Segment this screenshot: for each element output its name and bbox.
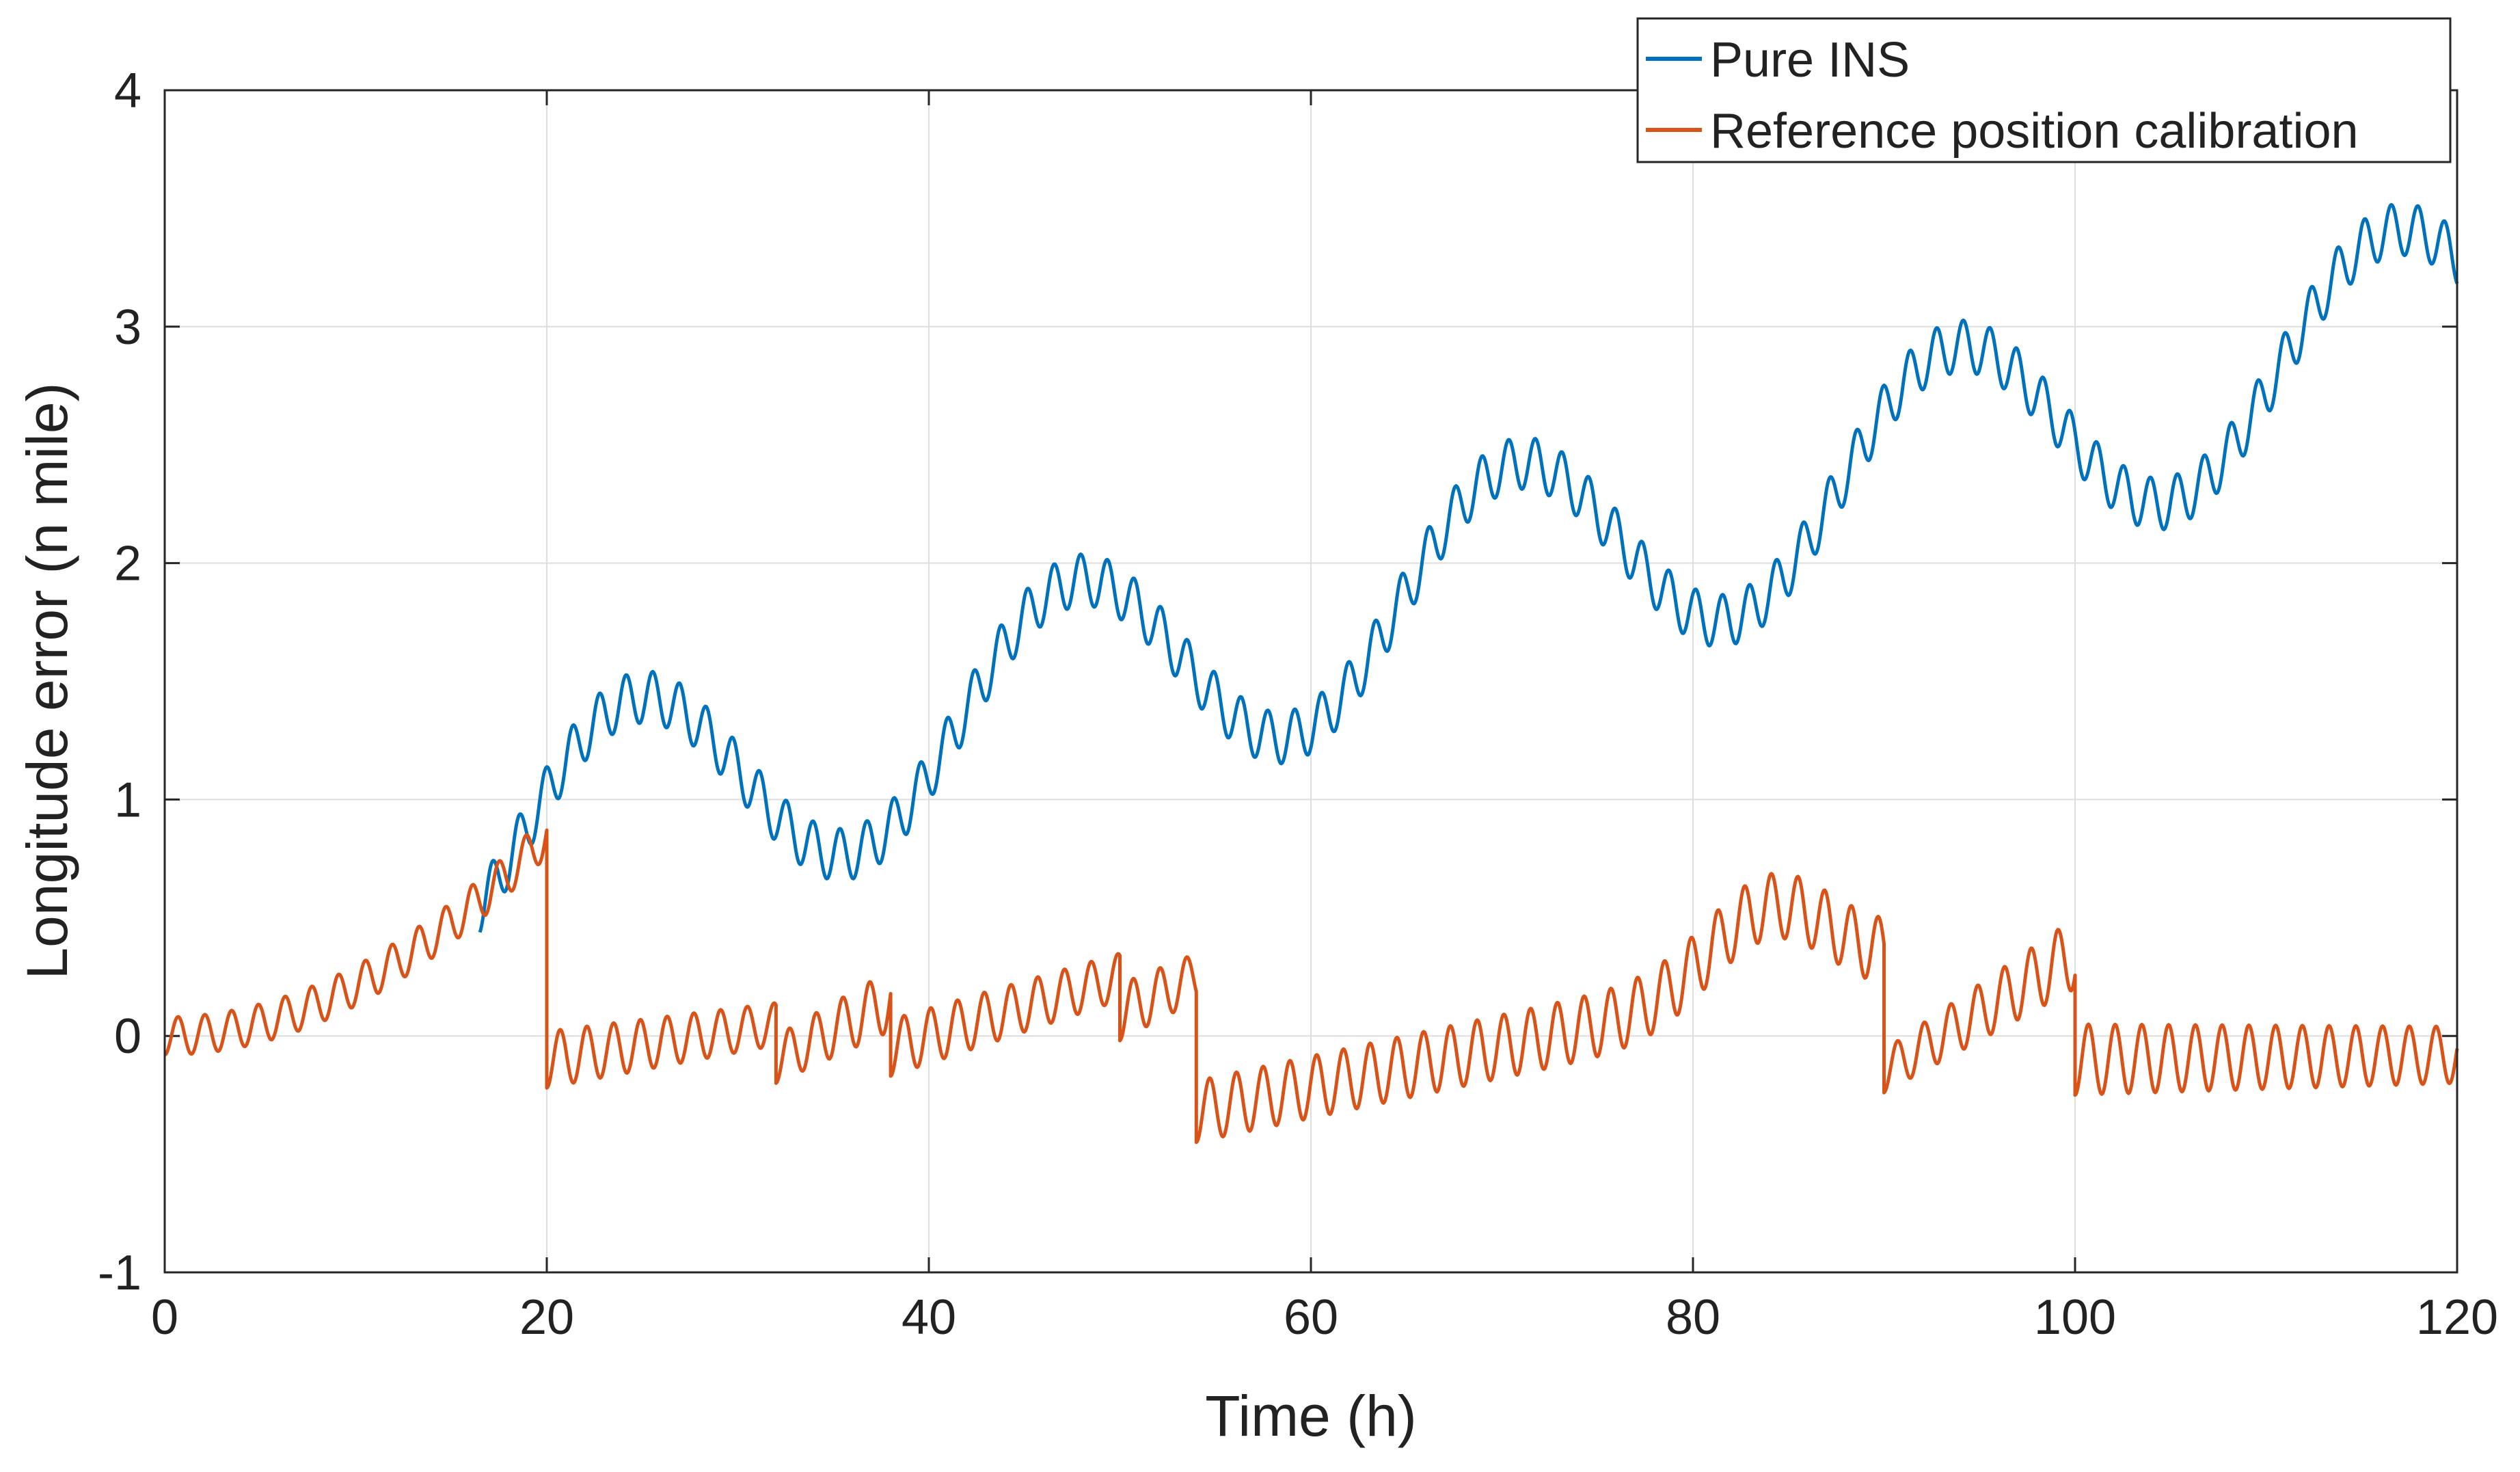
x-tick-label: 100 <box>2034 1290 2116 1345</box>
x-tick-label: 60 <box>1284 1290 1338 1345</box>
x-axis-label: Time (h) <box>1205 1384 1417 1448</box>
y-axis-label: Longitude error (n mile) <box>15 382 79 979</box>
x-tick-label: 0 <box>151 1290 178 1345</box>
series-line-pure-ins <box>478 202 2459 933</box>
x-tick-label: 120 <box>2416 1290 2498 1345</box>
y-tick-label: 1 <box>114 773 141 827</box>
plot-frame <box>163 89 2458 1274</box>
legend-label-reference-position-calibration: Reference position calibration <box>1710 104 2359 159</box>
x-tick-label: 40 <box>902 1290 956 1345</box>
legend-label-pure-ins: Pure INS <box>1710 33 1910 88</box>
y-tick-label: -1 <box>98 1246 141 1300</box>
legend-box <box>1636 17 2452 163</box>
series-layer <box>163 202 2459 1145</box>
series-line-reference-position-calibration <box>163 828 2459 1145</box>
y-tick-label: 4 <box>114 64 141 118</box>
y-tick-label: 0 <box>114 1009 141 1064</box>
x-tick-label: 80 <box>1666 1290 1720 1345</box>
legend: Pure INS Reference position calibration <box>1636 17 2452 163</box>
y-tick-label: 3 <box>114 300 141 355</box>
y-tick-label: 2 <box>114 537 141 591</box>
x-tick-label: 20 <box>519 1290 574 1345</box>
